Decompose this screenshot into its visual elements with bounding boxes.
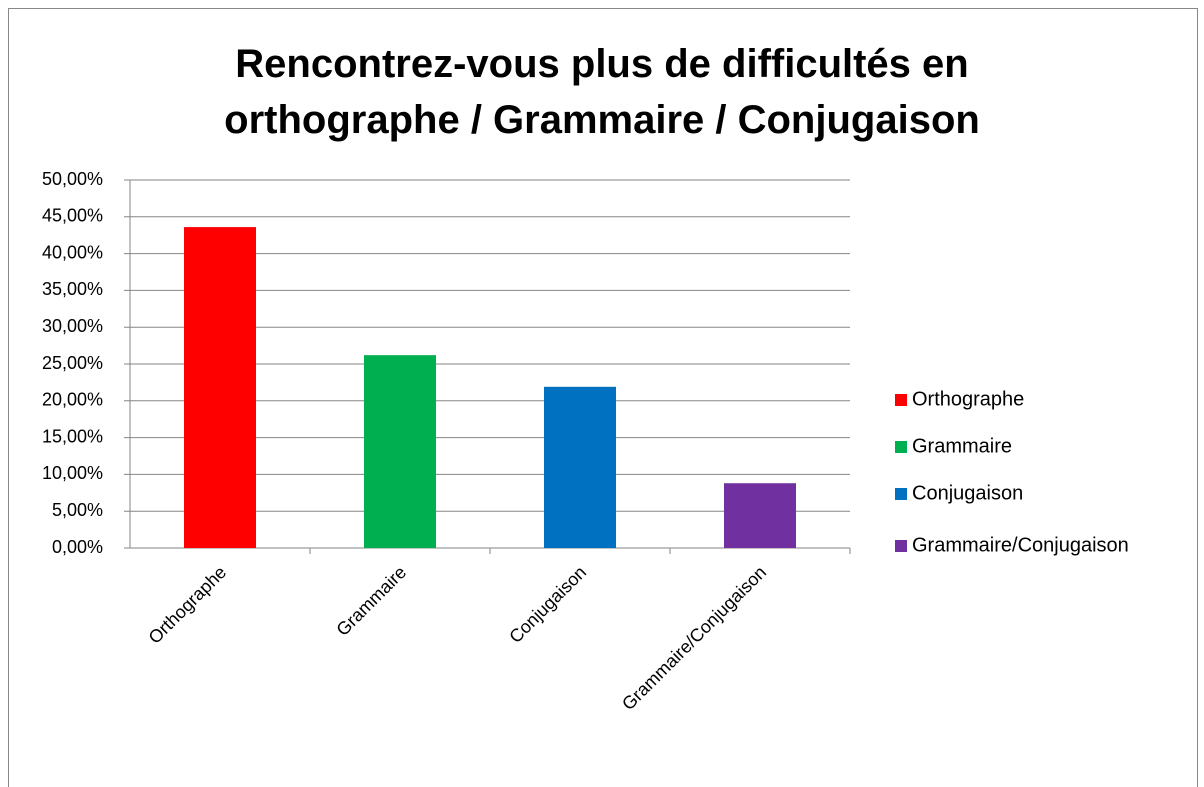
legend-label: Conjugaison (912, 482, 1023, 504)
x-tick-label: Conjugaison (505, 562, 590, 647)
y-tick-label: 45,00% (42, 206, 103, 226)
legend-swatch (895, 540, 907, 552)
y-tick-label: 35,00% (42, 279, 103, 299)
x-tick-label: Grammaire (332, 562, 410, 640)
y-tick-label: 5,00% (52, 500, 103, 520)
y-tick-label: 25,00% (42, 353, 103, 373)
legend-label: Grammaire (912, 435, 1012, 457)
x-tick-label: Grammaire/Conjugaison (618, 562, 770, 714)
y-tick-label: 0,00% (52, 537, 103, 557)
y-tick-label: 30,00% (42, 316, 103, 336)
bar (544, 386, 616, 548)
chart-border (8, 8, 1198, 787)
bar (364, 355, 436, 548)
legend-label: Orthographe (912, 388, 1024, 410)
y-tick-label: 20,00% (42, 390, 103, 410)
x-tick-label: Orthographe (145, 562, 231, 648)
legend-swatch (895, 394, 907, 406)
chart-title: Rencontrez-vous plus de difficultés en o… (224, 42, 980, 142)
y-tick-label: 40,00% (42, 242, 103, 262)
legend-swatch (895, 441, 907, 453)
legend-swatch (895, 488, 907, 500)
bar (724, 483, 796, 548)
legend-label: Grammaire/Conjugaison (912, 534, 1129, 556)
y-tick-label: 10,00% (42, 463, 103, 483)
y-tick-label: 15,00% (42, 426, 103, 446)
y-tick-label: 50,00% (42, 169, 103, 189)
bar (184, 227, 256, 548)
